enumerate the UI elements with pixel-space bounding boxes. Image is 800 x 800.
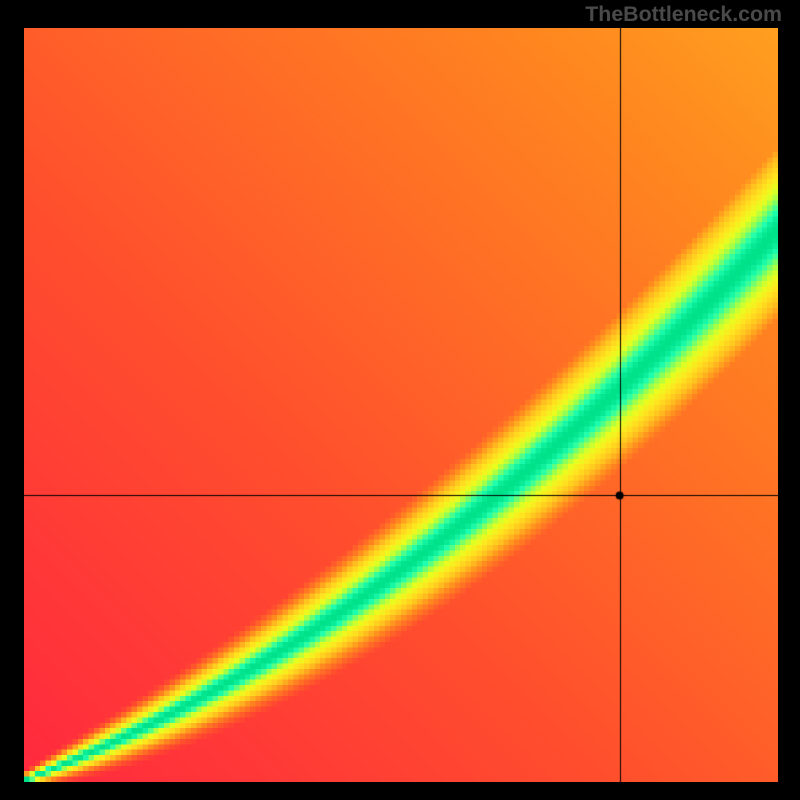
- figure-container: TheBottleneck.com: [0, 0, 800, 800]
- watermark-text: TheBottleneck.com: [585, 2, 782, 27]
- bottleneck-heatmap: [24, 28, 778, 782]
